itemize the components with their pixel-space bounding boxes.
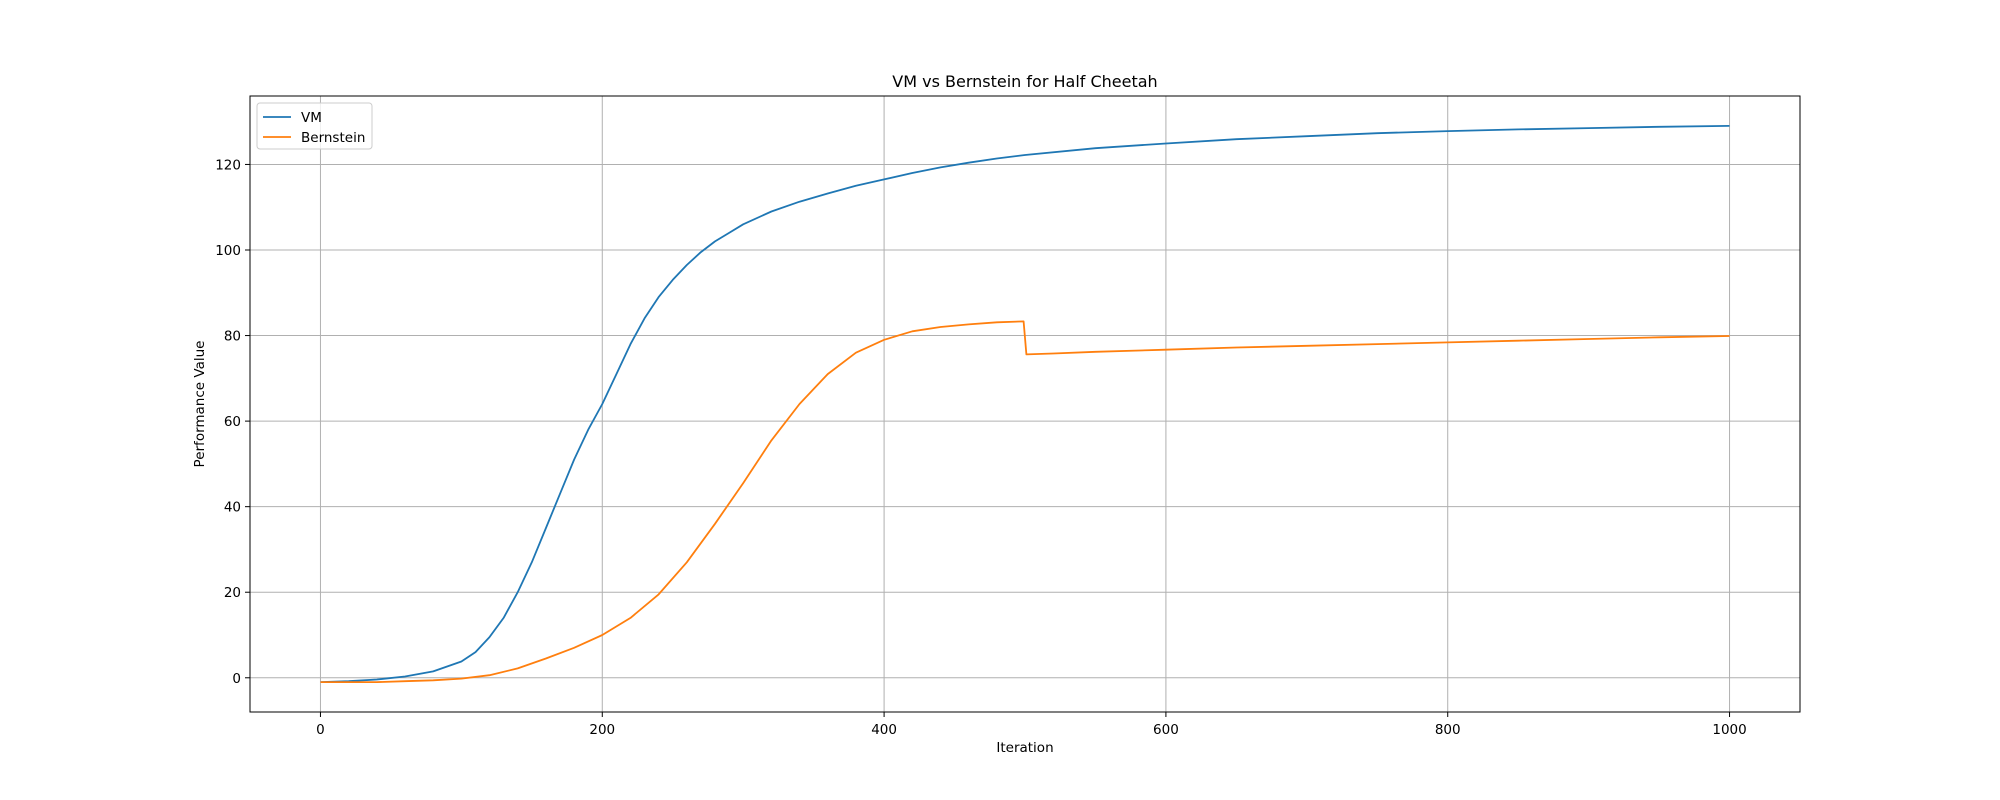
chart-title: VM vs Bernstein for Half Cheetah: [892, 72, 1157, 91]
y-tick-label: 60: [224, 414, 241, 430]
legend-label: Bernstein: [301, 130, 365, 146]
y-tick-label: 20: [224, 585, 241, 601]
y-tick-label: 100: [215, 243, 241, 259]
x-tick-label: 200: [589, 722, 615, 738]
series-line-bernstein: [320, 320, 1730, 683]
y-tick-label: 120: [215, 157, 241, 173]
legend-label: VM: [301, 110, 322, 126]
x-tick-label: 600: [1153, 722, 1179, 738]
y-axis-ticks: 0 20 40 60 80 100 120: [215, 157, 250, 687]
x-tick-label: 1000: [1712, 722, 1746, 738]
series-layer: [320, 125, 1730, 683]
x-tick-label: 400: [871, 722, 897, 738]
y-tick-label: 80: [224, 329, 241, 345]
y-axis-label: Performance Value: [192, 341, 208, 468]
series-line-vm: [320, 125, 1730, 683]
y-tick-label: 0: [232, 671, 241, 687]
y-tick-label: 40: [224, 500, 241, 516]
plot-frame: [249, 95, 1801, 713]
x-tick-label: 800: [1435, 722, 1461, 738]
x-tick-label: 0: [316, 722, 325, 738]
x-axis-ticks: 0 200 400 600 800 1000: [316, 712, 1747, 738]
x-axis-label: Iteration: [996, 740, 1053, 756]
grid-layer: [250, 96, 1800, 712]
legend: VM Bernstein: [256, 102, 373, 150]
